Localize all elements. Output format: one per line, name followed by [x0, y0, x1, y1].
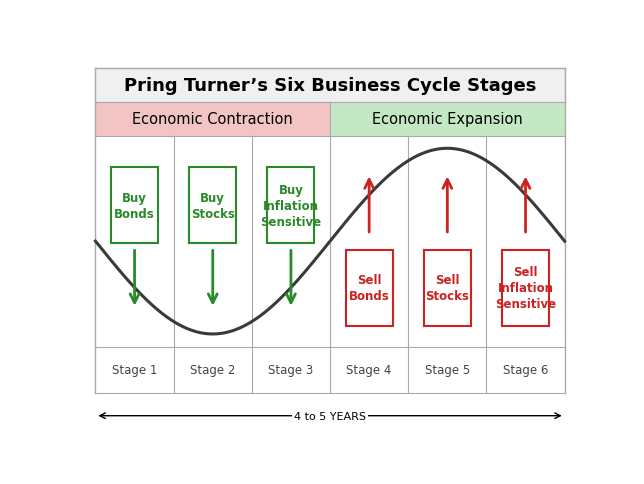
Text: 4 to 5 YEARS: 4 to 5 YEARS	[294, 411, 366, 421]
Text: Sell
Bonds: Sell Bonds	[349, 273, 390, 302]
Bar	[330, 103, 565, 136]
Text: Stage 4: Stage 4	[346, 363, 392, 377]
Bar	[95, 103, 330, 136]
Text: Sell
Stocks: Sell Stocks	[426, 273, 469, 302]
Text: Stage 5: Stage 5	[424, 363, 470, 377]
Bar	[189, 168, 236, 244]
Text: Economic Contraction: Economic Contraction	[133, 112, 293, 127]
Text: Economic Expansion: Economic Expansion	[372, 112, 523, 127]
Text: Pring Turner’s Six Business Cycle Stages: Pring Turner’s Six Business Cycle Stages	[124, 77, 536, 95]
Bar	[95, 347, 565, 393]
Text: Stage 1: Stage 1	[112, 363, 157, 377]
Bar	[346, 250, 393, 326]
Text: Stage 2: Stage 2	[190, 363, 236, 377]
Text: Sell
Inflation
Sensitive: Sell Inflation Sensitive	[495, 266, 556, 310]
Bar	[424, 250, 471, 326]
Bar	[267, 168, 314, 244]
Text: Stage 6: Stage 6	[503, 363, 548, 377]
Text: Buy
Inflation
Sensitive: Buy Inflation Sensitive	[260, 183, 321, 228]
Text: Buy
Bonds: Buy Bonds	[114, 191, 155, 220]
Bar	[502, 250, 549, 326]
Bar	[95, 136, 565, 347]
Bar	[95, 69, 565, 103]
Text: Stage 3: Stage 3	[269, 363, 314, 377]
Bar	[111, 168, 158, 244]
Text: Buy
Stocks: Buy Stocks	[191, 191, 234, 220]
